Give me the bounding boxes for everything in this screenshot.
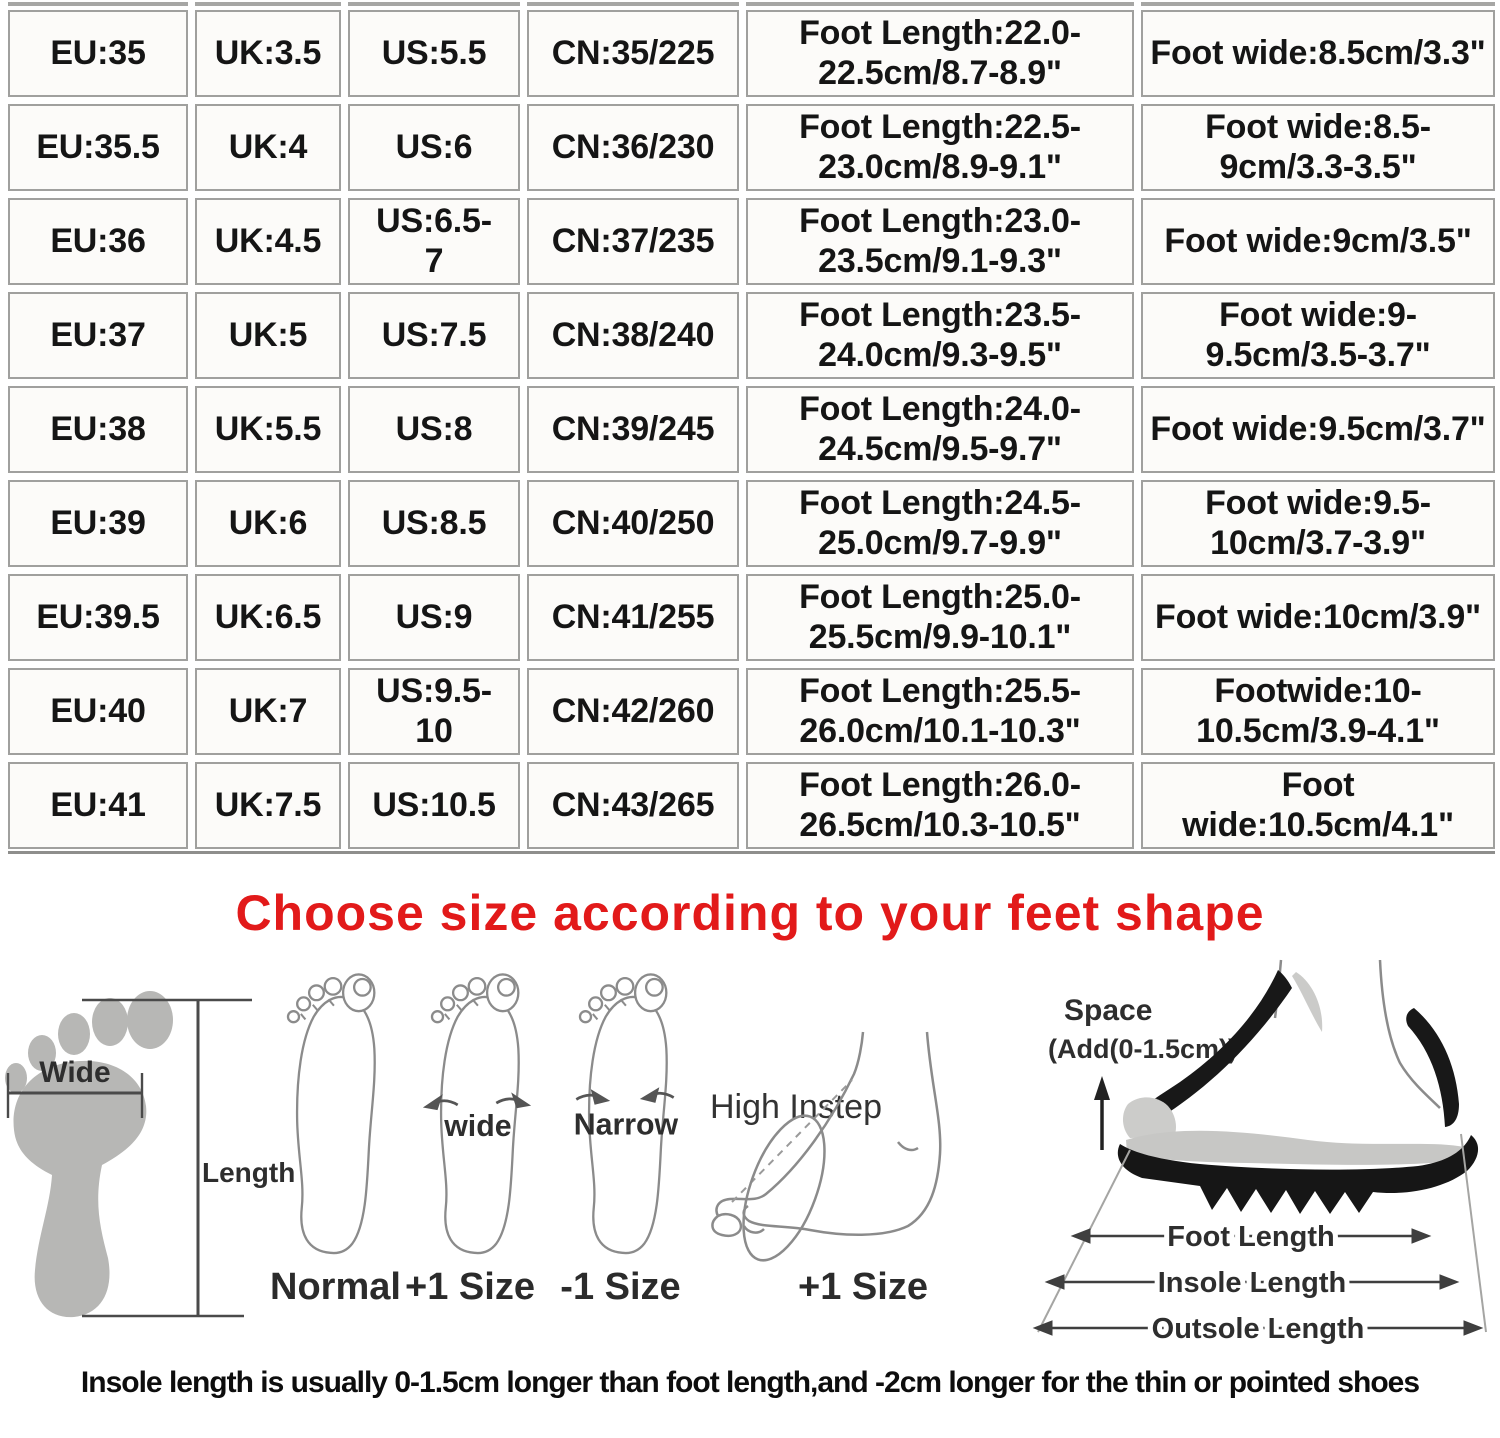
uk-size-cell: UK:3.5 <box>195 10 341 97</box>
foot-diagram-narrow: Narrow <box>574 973 679 1255</box>
foot-wide-cell: Footwide:10-10.5cm/3.9-4.1" <box>1141 668 1495 755</box>
cn-size-cell: CN:38/240 <box>527 292 739 379</box>
foot-diagram-normal <box>286 973 376 1255</box>
foot-length-cell: Foot Length:24.0-24.5cm/9.5-9.7" <box>746 386 1134 473</box>
foot-length-cell: Foot Length:25.0-25.5cm/9.9-10.1" <box>746 574 1134 661</box>
eu-size-cell: EU:35.5 <box>8 104 188 191</box>
us-size-cell: US:6 <box>348 104 520 191</box>
us-size-cell: US:6.5-7 <box>348 198 520 285</box>
eu-size-cell: EU:36 <box>8 198 188 285</box>
cn-size-cell: CN:43/265 <box>527 762 739 849</box>
foot-length-cell: Foot Length:26.0-26.5cm/10.3-10.5" <box>746 762 1134 849</box>
us-size-cell: US:9.5-10 <box>348 668 520 755</box>
foot-length-cell: Foot Length:23.0-23.5cm/9.1-9.3" <box>746 198 1134 285</box>
page-title: Choose size according to your feet shape <box>235 885 1265 941</box>
wide-measure-line <box>6 1073 144 1118</box>
uk-size-cell: UK:6.5 <box>195 574 341 661</box>
eu-size-cell: EU:35 <box>8 10 188 97</box>
foot-caption-plus1: +1 Size <box>405 1266 535 1308</box>
foot-length-label: Foot Length <box>1167 1221 1335 1253</box>
wide-arrows <box>422 1092 532 1111</box>
cn-size-cell: CN:35/225 <box>527 10 739 97</box>
cn-size-cell: CN:41/255 <box>527 574 739 661</box>
cn-size-cell: CN:37/235 <box>527 198 739 285</box>
table-bottom-crop-line <box>8 851 1495 854</box>
us-size-cell: US:8.5 <box>348 480 520 567</box>
uk-size-cell: UK:5 <box>195 292 341 379</box>
uk-size-cell: UK:7.5 <box>195 762 341 849</box>
uk-size-cell: UK:4 <box>195 104 341 191</box>
foot-length-cell: Foot Length:22.5-23.0cm/8.9-9.1" <box>746 104 1134 191</box>
crop-line-segment <box>195 2 341 6</box>
foot-length-cell: Foot Length:22.0-22.5cm/8.7-8.9" <box>746 10 1134 97</box>
us-size-cell: US:8 <box>348 386 520 473</box>
cn-size-cell: CN:40/250 <box>527 480 739 567</box>
narrow-arrows <box>575 1087 675 1105</box>
foot-wide-cell: Foot wide:10.5cm/4.1" <box>1141 762 1495 849</box>
foot-wide-cell: Foot wide:9-9.5cm/3.5-3.7" <box>1141 292 1495 379</box>
foot-wide-cell: Foot wide:8.5cm/3.3" <box>1141 10 1495 97</box>
cn-size-cell: CN:42/260 <box>527 668 739 755</box>
length-measure-line <box>82 998 252 1318</box>
footnote-text: Insole length is usually 0-1.5cm longer … <box>80 1366 1420 1399</box>
eu-size-cell: EU:41 <box>8 762 188 849</box>
outsole-length-label: Outsole Length <box>1152 1313 1365 1345</box>
size-conversion-table: EU:35 UK:3.5 US:5.5 CN:35/225 Foot Lengt… <box>8 10 1495 849</box>
us-size-cell: US:10.5 <box>348 762 520 849</box>
foot-caption-instep-plus1: +1 Size <box>798 1266 928 1308</box>
eu-size-cell: EU:40 <box>8 668 188 755</box>
crop-line-segment <box>527 2 739 6</box>
foot-wide-cell: Foot wide:9.5-10cm/3.7-3.9" <box>1141 480 1495 567</box>
uk-size-cell: UK:5.5 <box>195 386 341 473</box>
eu-size-cell: EU:39.5 <box>8 574 188 661</box>
crop-line-segment <box>8 2 188 6</box>
high-instep-diagram: High Instep <box>710 1031 942 1262</box>
foot-wide-cell: Foot wide:9.5cm/3.7" <box>1141 386 1495 473</box>
shoe-drawing <box>1117 959 1479 1214</box>
instep-measure-band <box>742 1114 826 1262</box>
witness-line-right <box>1460 1133 1487 1333</box>
eu-size-cell: EU:39 <box>8 480 188 567</box>
uk-size-cell: UK:6 <box>195 480 341 567</box>
foot-caption-normal: Normal <box>270 1266 401 1308</box>
shoe-cross-section-diagram: Space (Add(0-1.5cm)) Foot Length Insole <box>1032 959 1487 1350</box>
insole-length-arrow <box>1044 1274 1460 1290</box>
us-size-cell: US:7.5 <box>348 292 520 379</box>
narrow-annotation: Narrow <box>574 1108 679 1141</box>
cn-size-cell: CN:36/230 <box>527 104 739 191</box>
wide-label: Wide <box>39 1056 110 1089</box>
foot-wide-cell: Foot wide:9cm/3.5" <box>1141 198 1495 285</box>
foot-length-cell: Foot Length:23.5-24.0cm/9.3-9.5" <box>746 292 1134 379</box>
cn-size-cell: CN:39/245 <box>527 386 739 473</box>
insole-length-label: Insole Length <box>1158 1267 1347 1299</box>
foot-diagram-wide: wide <box>422 973 532 1255</box>
us-size-cell: US:9 <box>348 574 520 661</box>
foot-wide-cell: Foot wide:8.5-9cm/3.3-3.5" <box>1141 104 1495 191</box>
foot-caption-minus1: -1 Size <box>560 1266 681 1308</box>
high-instep-annotation: High Instep <box>710 1088 882 1126</box>
crop-line-segment <box>746 2 1134 6</box>
outsole-length-arrow <box>1032 1320 1484 1336</box>
space-label: Space <box>1064 994 1152 1027</box>
us-size-cell: US:5.5 <box>348 10 520 97</box>
length-label: Length <box>202 1157 295 1188</box>
eu-size-cell: EU:37 <box>8 292 188 379</box>
crop-line-segment <box>348 2 520 6</box>
table-top-crop-line <box>8 2 1495 6</box>
footprint-measure-diagram: Wide Length <box>5 991 295 1318</box>
wide-annotation: wide <box>443 1110 511 1143</box>
foot-wide-cell: Foot wide:10cm/3.9" <box>1141 574 1495 661</box>
uk-size-cell: UK:4.5 <box>195 198 341 285</box>
space-arrow <box>1094 1076 1110 1150</box>
uk-size-cell: UK:7 <box>195 668 341 755</box>
foot-length-cell: Foot Length:25.5-26.0cm/10.1-10.3" <box>746 668 1134 755</box>
space-note: (Add(0-1.5cm)) <box>1048 1034 1237 1064</box>
footprint-silhouette <box>5 991 173 1318</box>
eu-size-cell: EU:38 <box>8 386 188 473</box>
foot-length-cell: Foot Length:24.5-25.0cm/9.7-9.9" <box>746 480 1134 567</box>
foot-length-arrow <box>1070 1228 1432 1244</box>
crop-line-segment <box>1141 2 1495 6</box>
